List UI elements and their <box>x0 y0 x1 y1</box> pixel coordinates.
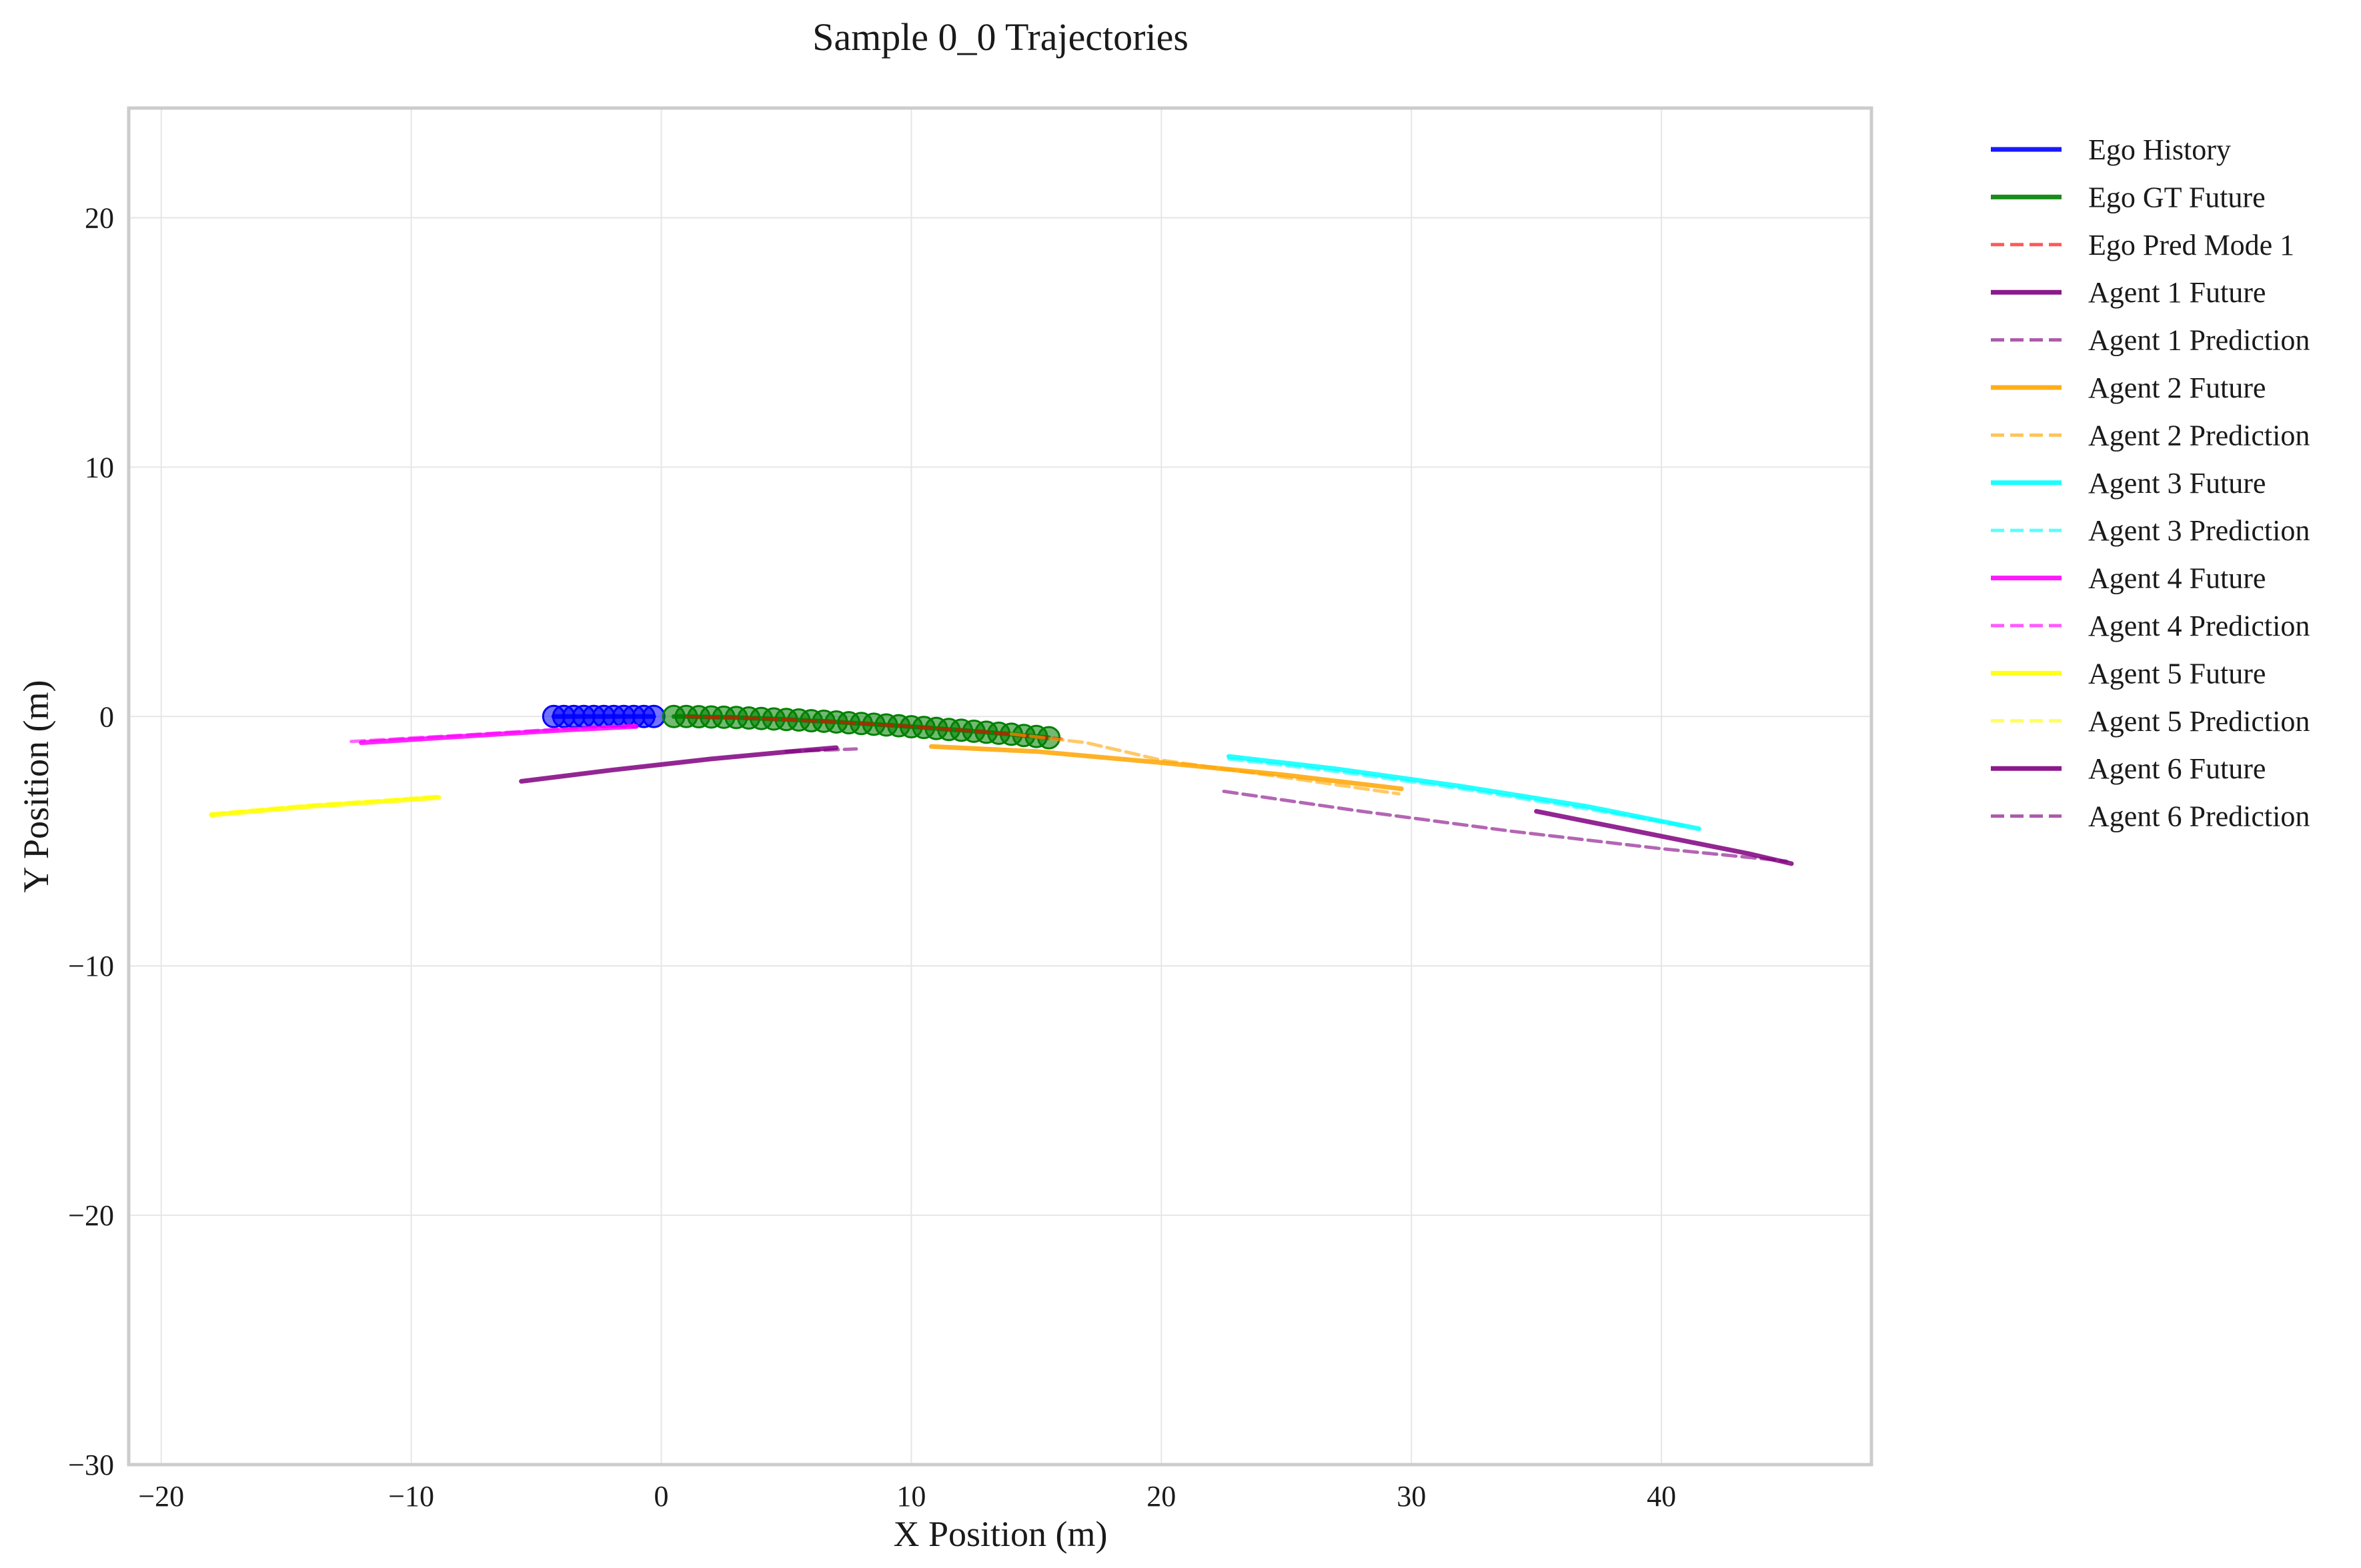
legend-item: Ego Pred Mode 1 <box>1991 229 2294 261</box>
legend-item: Agent 4 Prediction <box>1991 610 2310 642</box>
legend-label: Agent 5 Future <box>2088 657 2266 690</box>
legend: Ego History Ego GT Future Ego Pred Mode 1 A… <box>1991 133 2310 833</box>
legend-item: Agent 2 Prediction <box>1991 419 2310 452</box>
series-agent-6-future <box>1534 808 1794 866</box>
x-axis-label: X Position (m) <box>893 1514 1107 1554</box>
legend-item: Agent 3 Future <box>1991 467 2266 500</box>
legend-label: Agent 5 Prediction <box>2088 705 2310 738</box>
series-line-agent-6-prediction <box>1222 790 1788 863</box>
x-tick-label: 20 <box>1146 1480 1176 1513</box>
series-line-agent-5-prediction <box>209 794 438 816</box>
series-ego-history <box>542 704 666 728</box>
legend-item: Agent 1 Future <box>1991 276 2266 309</box>
legend-label: Ego History <box>2088 133 2231 166</box>
series-line-agent-2-future <box>928 744 1404 792</box>
point-ego-history <box>642 704 666 728</box>
y-tick-label: 10 <box>85 451 114 484</box>
legend-item: Agent 5 Future <box>1991 657 2266 690</box>
x-tick-labels: −20 −10 0 10 20 30 40 <box>138 1480 1676 1513</box>
series-line-agent-4-prediction <box>349 723 638 744</box>
legend-label: Agent 2 Prediction <box>2088 419 2310 452</box>
legend-item: Ego GT Future <box>1991 181 2266 213</box>
series-line-ego-pred-mode-1 <box>684 714 1063 741</box>
grid <box>129 108 1871 1465</box>
legend-label: Agent 3 Future <box>2088 467 2266 500</box>
series-layer <box>209 704 1794 866</box>
series-agent-6-prediction <box>1222 790 1788 863</box>
legend-label: Agent 1 Future <box>2088 276 2266 309</box>
series-line-agent-3-prediction <box>1227 757 1689 828</box>
x-tick-label: 0 <box>654 1480 669 1513</box>
legend-label: Agent 6 Prediction <box>2088 800 2310 833</box>
legend-label: Agent 3 Prediction <box>2088 514 2310 547</box>
series-line-agent-2-prediction <box>1009 732 1401 796</box>
legend-item: Agent 1 Prediction <box>1991 324 2310 357</box>
y-tick-label: −20 <box>68 1199 114 1232</box>
series-agent-5-prediction <box>209 794 438 816</box>
legend-label: Ego Pred Mode 1 <box>2088 229 2294 261</box>
x-tick-label: −20 <box>138 1480 184 1513</box>
x-tick-label: 10 <box>896 1480 926 1513</box>
series-agent-3-prediction <box>1227 757 1689 828</box>
y-tick-label: 0 <box>99 700 114 733</box>
series-agent-1-prediction <box>784 747 858 754</box>
legend-item: Agent 4 Future <box>1991 562 2266 595</box>
y-axis-label: Y Position (m) <box>16 680 56 892</box>
legend-item: Agent 3 Prediction <box>1991 514 2310 547</box>
series-line-agent-1-prediction <box>784 747 858 754</box>
series-agent-2-prediction <box>1009 732 1401 796</box>
legend-label: Agent 6 Future <box>2088 752 2266 785</box>
legend-item: Agent 6 Future <box>1991 752 2266 785</box>
legend-item: Agent 6 Prediction <box>1991 800 2310 833</box>
legend-item: Ego History <box>1991 133 2231 166</box>
x-tick-label: 40 <box>1647 1480 1676 1513</box>
series-ego-pred-mode-1 <box>684 714 1063 741</box>
series-line-agent-1-future <box>519 745 839 784</box>
chart-title: Sample 0_0 Trajectories <box>812 15 1189 59</box>
y-tick-labels: −30 −20 −10 0 10 20 <box>68 202 114 1481</box>
legend-label: Agent 2 Future <box>2088 371 2266 404</box>
series-agent-2-future <box>928 744 1404 792</box>
legend-label: Agent 4 Future <box>2088 562 2266 595</box>
x-tick-label: 30 <box>1397 1480 1426 1513</box>
legend-label: Agent 4 Prediction <box>2088 610 2310 642</box>
legend-item: Agent 5 Prediction <box>1991 705 2310 738</box>
legend-item: Agent 2 Future <box>1991 371 2266 404</box>
y-tick-label: −10 <box>68 950 114 982</box>
x-tick-label: −10 <box>388 1480 434 1513</box>
legend-label: Agent 1 Prediction <box>2088 324 2310 357</box>
series-line-agent-6-future <box>1534 808 1794 866</box>
legend-label: Ego GT Future <box>2088 181 2266 213</box>
plot-frame <box>127 106 1873 1467</box>
series-agent-4-prediction <box>349 723 638 744</box>
series-agent-1-future <box>519 745 839 784</box>
y-tick-label: 20 <box>85 202 114 235</box>
y-tick-label: −30 <box>68 1449 114 1481</box>
